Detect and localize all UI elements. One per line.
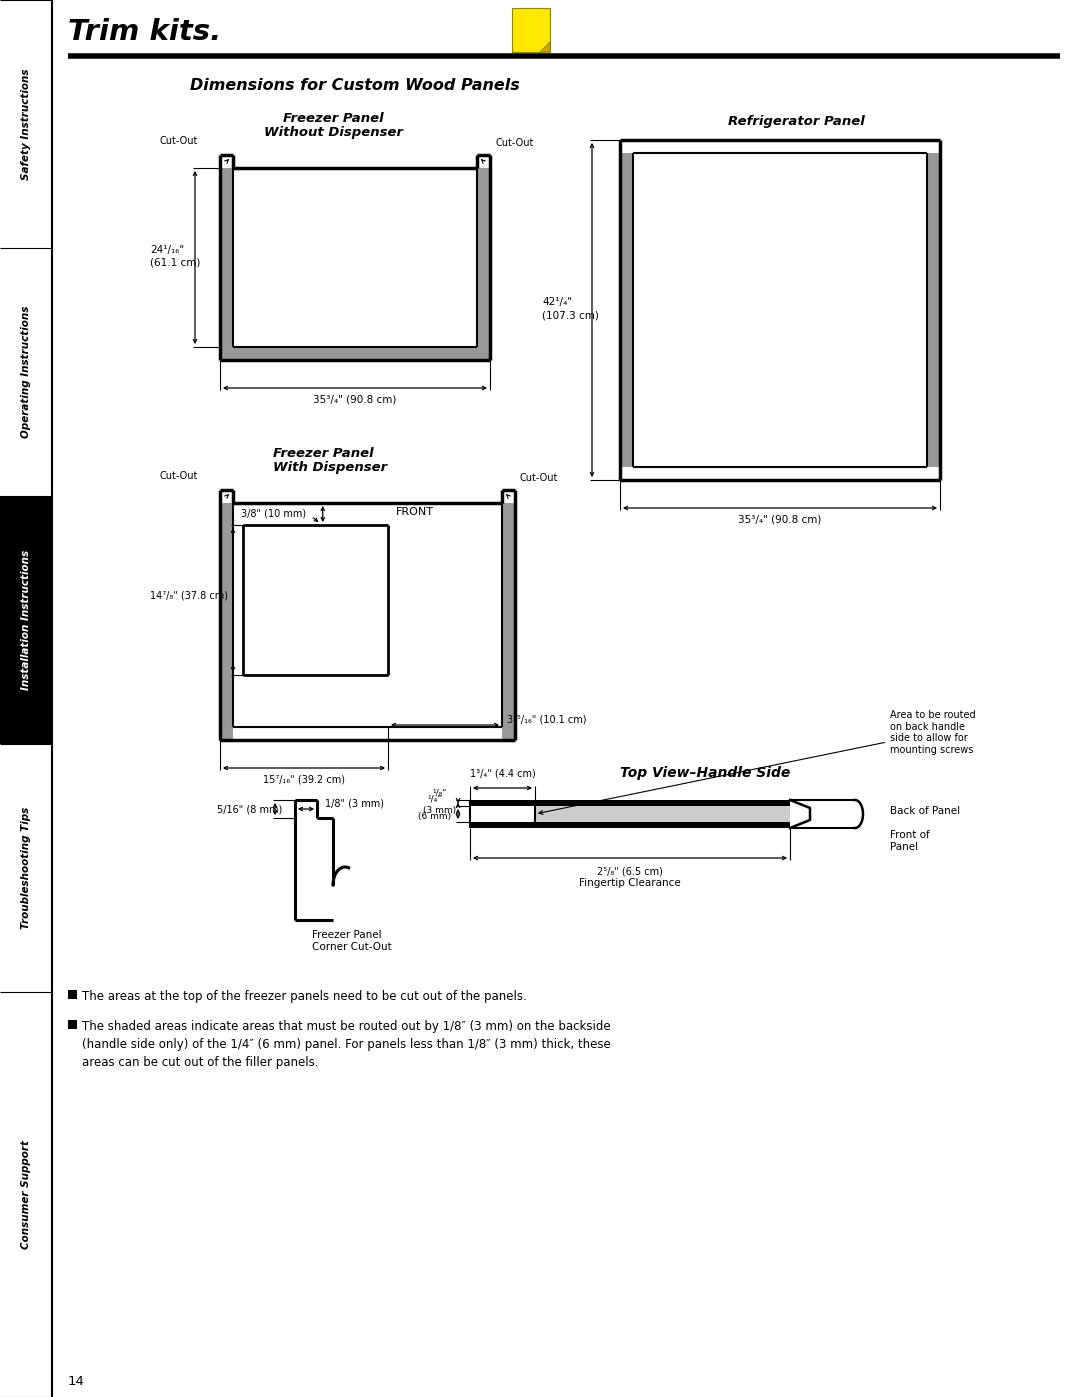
Text: 2⁵/₈" (6.5 cm): 2⁵/₈" (6.5 cm) — [597, 866, 663, 876]
Bar — [927, 154, 940, 467]
Text: (6 mm): (6 mm) — [418, 813, 451, 821]
Text: Area to be routed
on back handle
side to allow for
mounting screws: Area to be routed on back handle side to… — [539, 710, 975, 814]
Text: Top View–Handle Side: Top View–Handle Side — [620, 766, 791, 780]
Text: Safety Instructions: Safety Instructions — [21, 68, 31, 180]
Text: Cut-Out: Cut-Out — [160, 136, 198, 147]
Text: The areas at the top of the freezer panels need to be cut out of the panels.: The areas at the top of the freezer pane… — [82, 990, 527, 1003]
Text: 15⁷/₁₆" (39.2 cm): 15⁷/₁₆" (39.2 cm) — [264, 774, 345, 784]
Text: 3/8" (10 mm): 3/8" (10 mm) — [241, 509, 306, 520]
Text: Without Dispenser: Without Dispenser — [264, 126, 403, 138]
Text: ¹/₄": ¹/₄" — [428, 793, 442, 803]
Text: 35³/₄" (90.8 cm): 35³/₄" (90.8 cm) — [313, 395, 396, 405]
Bar — [220, 168, 233, 360]
Text: 5/16" (8 mm): 5/16" (8 mm) — [217, 805, 282, 814]
Text: (3 mm): (3 mm) — [423, 806, 457, 814]
Text: Dimensions for Custom Wood Panels: Dimensions for Custom Wood Panels — [190, 78, 519, 94]
Text: FRONT: FRONT — [396, 507, 434, 517]
Text: 42¹/₄": 42¹/₄" — [542, 298, 572, 307]
Text: Panel: Panel — [890, 842, 918, 852]
Text: (61.1 cm): (61.1 cm) — [150, 257, 201, 267]
Text: Operating Instructions: Operating Instructions — [21, 306, 31, 439]
Bar — [470, 821, 789, 828]
Text: With Dispenser: With Dispenser — [273, 461, 387, 474]
Bar — [477, 168, 490, 360]
Text: ¹/₈": ¹/₈" — [433, 788, 447, 798]
Polygon shape — [540, 42, 550, 52]
Text: Freezer Panel: Freezer Panel — [283, 112, 383, 124]
Text: 24¹/₁₆": 24¹/₁₆" — [150, 244, 184, 254]
Text: Freezer Panel: Freezer Panel — [312, 930, 381, 940]
Bar — [220, 503, 233, 740]
Bar — [0, 496, 52, 745]
Text: 35³/₄" (90.8 cm): 35³/₄" (90.8 cm) — [739, 515, 822, 525]
Text: Back of Panel: Back of Panel — [890, 806, 960, 816]
Text: Cut-Out: Cut-Out — [519, 474, 558, 483]
Text: 1³/₄" (4.4 cm): 1³/₄" (4.4 cm) — [470, 768, 536, 778]
Text: Installation Instructions: Installation Instructions — [21, 550, 31, 690]
Bar — [68, 990, 77, 999]
Bar — [470, 800, 789, 806]
Text: Front of: Front of — [890, 830, 930, 840]
Text: 1/8" (3 mm): 1/8" (3 mm) — [325, 799, 384, 809]
Bar — [502, 503, 515, 740]
Text: 14⁷/₈" (37.8 cm): 14⁷/₈" (37.8 cm) — [150, 590, 228, 599]
Bar — [68, 1020, 77, 1030]
Text: Freezer Panel: Freezer Panel — [273, 447, 374, 460]
Bar — [512, 8, 550, 52]
Text: The shaded areas indicate areas that must be routed out by 1/8″ (3 mm) on the ba: The shaded areas indicate areas that mus… — [82, 1020, 611, 1069]
Bar — [620, 154, 633, 467]
Text: Consumer Support: Consumer Support — [21, 1140, 31, 1249]
Text: 3¹⁵/₁₆" (10.1 cm): 3¹⁵/₁₆" (10.1 cm) — [507, 715, 586, 725]
Text: Refrigerator Panel: Refrigerator Panel — [728, 115, 864, 129]
Bar — [220, 346, 490, 360]
Text: Corner Cut-Out: Corner Cut-Out — [312, 942, 392, 951]
Bar — [535, 806, 789, 821]
Text: Trim kits.: Trim kits. — [68, 18, 221, 46]
Text: Cut-Out: Cut-Out — [495, 138, 534, 148]
Text: 14: 14 — [68, 1375, 85, 1389]
Text: (107.3 cm): (107.3 cm) — [542, 310, 599, 320]
Text: Cut-Out: Cut-Out — [160, 471, 198, 481]
Text: Troubleshooting Tips: Troubleshooting Tips — [21, 807, 31, 929]
Text: Fingertip Clearance: Fingertip Clearance — [579, 877, 680, 888]
